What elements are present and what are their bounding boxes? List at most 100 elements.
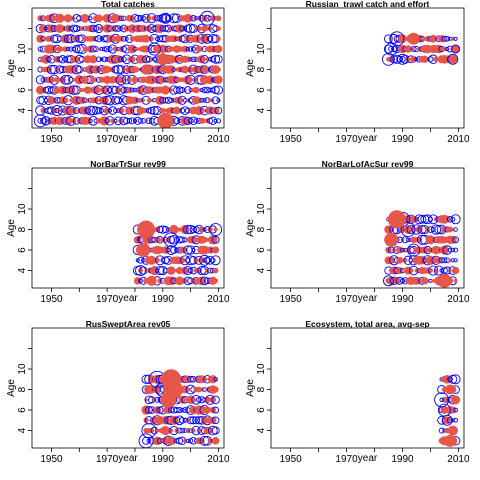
bubble-negative [199,34,210,44]
bubble-negative [453,279,458,283]
bubble-positive [162,97,169,104]
bubble-positive [427,216,433,222]
bubble-negative [160,391,177,408]
bubble-negative [393,277,401,285]
bubble-positive [211,54,221,64]
bubble-positive [116,85,126,95]
x-tick-label: 1990 [391,454,414,465]
bubble-positive [428,278,433,283]
bubble-positive [99,57,104,62]
bubble-positive [144,406,153,414]
bubble-positive [36,96,45,105]
y-axis-title: Age [6,379,17,397]
bubble-negative [216,36,221,42]
bubble-positive [199,10,215,26]
bubble-negative [51,45,58,53]
bubble-positive [189,116,198,126]
bubble-negative [157,112,174,128]
bubble-positive [414,214,425,225]
bubble-positive [173,407,180,414]
bubble-negative [91,85,101,95]
x-tick-label: 1950 [40,134,63,145]
bubble-negative [215,15,222,22]
y-tick-label: 10 [17,363,28,375]
panel-title: Total catches [101,0,155,9]
bubble-positive [89,24,97,33]
bubble-negative [410,215,418,223]
bubble-negative [453,57,458,62]
bubble-negative [451,395,461,405]
bubble-positive [96,56,102,63]
bubble-negative [94,14,103,23]
bubble-negative [141,405,151,415]
bubble-negative [434,268,438,273]
bubble-positive [189,225,198,234]
bubble-positive [124,36,129,41]
bubble-negative [214,45,223,53]
bubble-negative [193,257,199,263]
bubble-negative [405,56,411,62]
bubble-positive [164,96,172,104]
bubble-positive [400,247,405,253]
bubble-negative [445,384,456,395]
x-tick-label: 1950 [279,134,302,145]
bubble-positive [190,46,196,52]
bubble-positive [453,258,458,263]
bubble-negative [447,226,454,233]
y-tick-label: 8 [17,226,28,232]
bubble-negative [80,88,85,93]
plot-frame [31,167,225,289]
bubble-negative [205,75,215,85]
bubble-negative [204,396,211,404]
bubble-positive [118,56,125,63]
bubble-negative [423,45,432,54]
bubble-negative [131,96,139,105]
bubble-positive [213,118,218,123]
bubble-positive [135,265,146,277]
bubble-positive [85,105,96,116]
bubble-positive [214,54,223,64]
bubble-negative [136,243,151,258]
bubble-negative [196,36,202,41]
bubble-negative [100,96,109,105]
bubble-positive [428,265,439,276]
bubble-positive [407,243,421,257]
bubble-positive [156,35,164,43]
bubble-positive [187,375,194,383]
bubble-negative [179,77,185,83]
bubble-positive [63,34,73,44]
bubble-positive [438,257,445,264]
x-tick-label: 1990 [391,294,414,305]
bubble-positive [427,226,434,233]
bubble-positive [189,416,198,425]
bubble-negative [192,86,200,94]
panel-title: NorBarTrSur rev99 [90,159,166,169]
bubble-positive [190,56,197,63]
bubble-negative [207,98,213,103]
bubble-positive [450,214,461,225]
bubble-positive [199,87,204,93]
bubble-negative [178,395,187,404]
plot-frame [31,7,225,129]
bubble-positive [44,85,53,95]
bubble-positive [119,116,129,126]
x-tick-label: 2010 [207,294,230,305]
bubble-positive [187,46,194,52]
bubble-negative [447,425,458,436]
panel-2: 1950 1970 1990 2010 4 6 8 10 year Age Russian_traw… [245,0,470,145]
y-axis-title: Age [245,219,256,237]
bubble-positive [193,118,199,124]
bubble-positive [383,275,394,287]
bubble-positive [175,86,184,94]
bubble-positive [188,57,193,62]
x-tick-label: 1950 [279,294,302,305]
bubble-positive [183,26,188,31]
bubble-negative [425,235,436,245]
x-tick-label: 2010 [447,294,470,305]
bubble-negative [160,107,166,114]
bubble-positive [190,15,197,22]
bubble-negative [208,375,218,384]
bubble-positive [104,118,110,124]
bubble-negative [387,210,406,229]
bubble-positive [453,227,458,232]
